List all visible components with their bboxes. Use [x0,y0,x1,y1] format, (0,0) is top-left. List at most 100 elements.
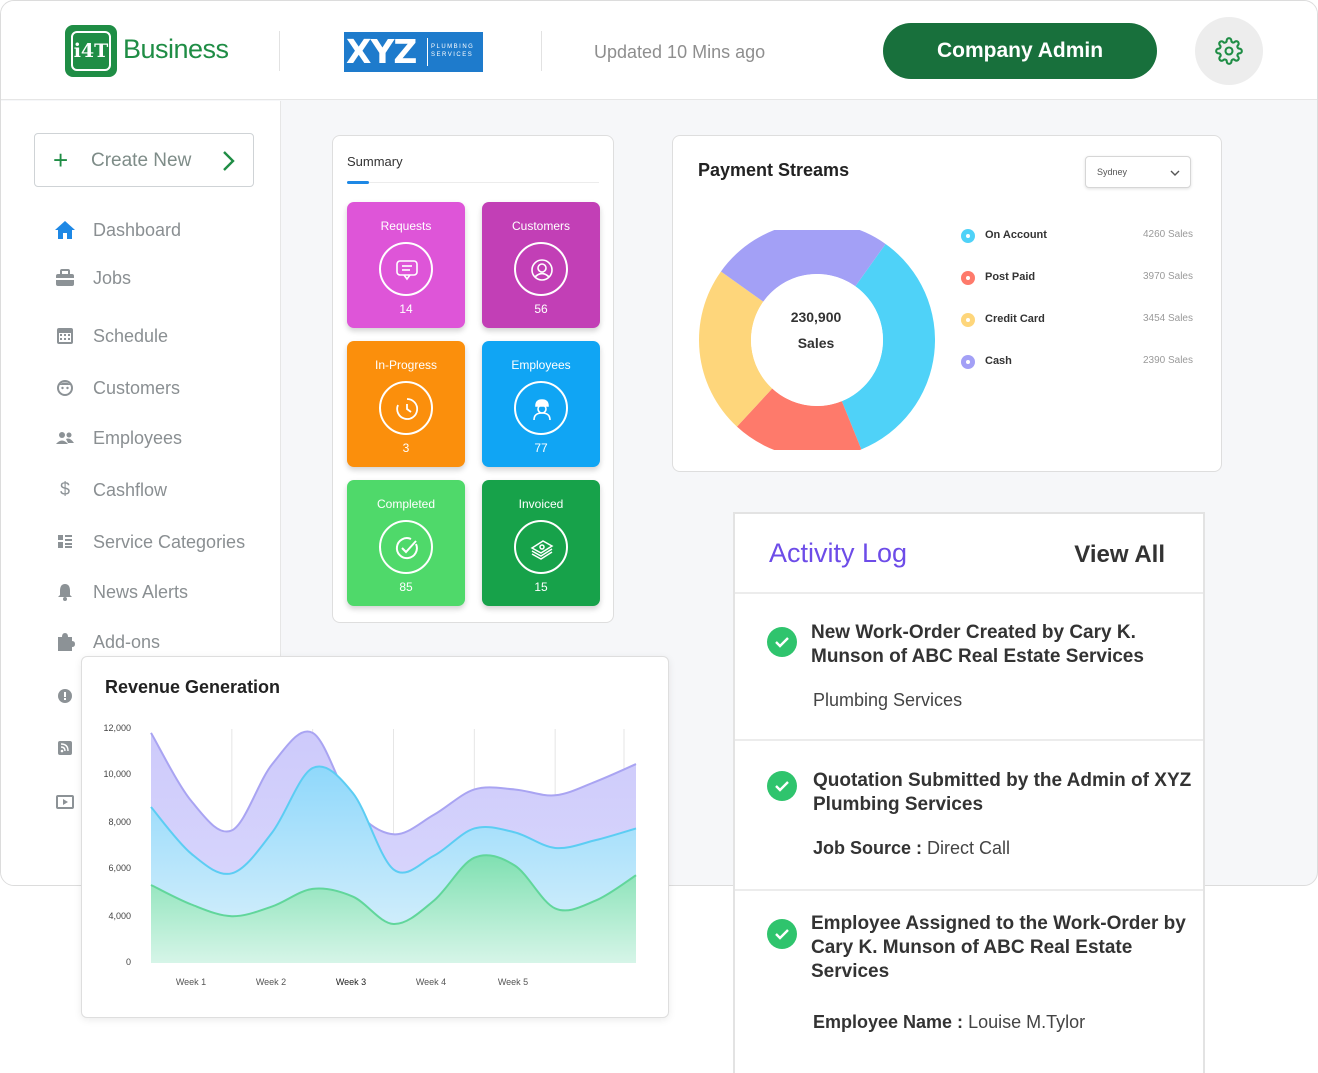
y-tick-label: 10,000 [103,769,131,779]
activity-detail-label: Job Source : [813,838,923,858]
tile-value: 15 [534,580,548,594]
activity-log-title: Activity Log [769,538,908,568]
legend-value: 2390 Sales [1142,355,1193,366]
chevron-down-icon [1170,170,1180,176]
sidebar-item-label: Customers [93,378,181,398]
tile-label: Requests [380,219,432,233]
list-icon [53,531,77,553]
sidebar-item-jobs[interactable]: Jobs [53,263,273,293]
tile-customers[interactable]: Customers 56 [482,202,600,328]
location-select[interactable]: Sydney [1085,156,1191,188]
activity-log-card: Activity Log View All New Work-Order Cre… [733,512,1205,1073]
y-tick-label: 8,000 [108,817,131,827]
tile-value: 77 [534,441,548,455]
check-circle-icon [767,771,797,801]
series-line-3 [150,854,637,926]
payment-streams-card: Payment Streams Sydney 230,900 Sales On … [672,135,1222,472]
sidebar-item-rss[interactable] [53,733,273,763]
legend-swatch [961,313,975,327]
payment-donut-chart [699,222,935,458]
chat-icon [379,242,433,296]
sidebar-item-add-ons[interactable]: Add-ons [53,627,273,657]
activity-detail-value: Direct Call [922,838,1011,858]
user-icon [514,242,568,296]
sidebar-item-customers[interactable]: Customers [53,373,273,403]
tile-completed[interactable]: Completed 85 [347,480,465,606]
donut-slice-on-account[interactable] [841,243,935,450]
briefcase-icon [53,267,77,289]
tile-label: In-Progress [374,358,438,372]
settings-button[interactable] [1195,17,1263,85]
check-circle-icon [767,919,797,949]
partner-logo: XYZ PLUMBING SERVICES [344,32,483,72]
worker-icon [514,381,568,435]
check-circle-icon [767,627,797,657]
legend-value: 4260 Sales [1142,229,1193,240]
x-tick-label: Week 3 [336,977,366,987]
video-icon [53,791,77,813]
revenue-area-chart: 12,000 10,000 8,000 6,000 4,000 0 Week 1 Week 2… [103,723,637,987]
tile-value: 3 [402,441,410,455]
tile-value: 85 [399,580,413,594]
y-tick-label: 12,000 [103,723,131,733]
puzzle-icon [53,631,77,653]
series-line-1 [150,730,637,836]
view-all-link[interactable]: View All [1074,541,1165,568]
activity-detail: Plumbing Services [813,690,962,711]
sidebar-item-schedule[interactable]: Schedule [53,321,273,351]
sidebar-item-dashboard[interactable]: Dashboard [53,215,273,245]
sidebar-item-label: Jobs [93,268,132,288]
revenue-generation-card: Revenue Generation 12,000 10,000 8,000 6,00… [81,656,669,1018]
sidebar-item-alerts[interactable] [53,681,273,711]
tile-label: Employees [511,358,571,372]
legend-item: Credit Card 3454 Sales [961,310,1193,330]
people-icon [53,427,77,449]
legend-swatch [961,271,975,285]
donut-slice-credit-card[interactable] [699,271,773,427]
legend-item: On Account 4260 Sales [961,226,1193,246]
tile-label: Invoiced [518,497,564,511]
tile-label: Customers [511,219,570,233]
last-updated-text: Updated 10 Mins ago [594,42,766,62]
create-new-button[interactable]: + Create New [34,133,254,187]
tile-label: Completed [376,497,436,511]
tile-in-progress[interactable]: In-Progress 3 [347,341,465,467]
donut-center-label: 230,900 Sales [756,304,876,356]
sidebar-item-cashflow[interactable]: $ Cashflow [53,475,273,505]
face-icon [53,377,77,399]
sidebar-item-news-alerts[interactable]: News Alerts [53,577,273,607]
sidebar-item-label: Schedule [93,326,169,346]
x-tick-label: Week 2 [256,977,286,987]
donut-slice-cash[interactable] [720,222,886,302]
tile-employees[interactable]: Employees 77 [482,341,600,467]
header-divider [541,31,542,71]
top-header: i4T Business XYZ PLUMBING SERVICES Updat… [1,1,1317,100]
money-icon [514,520,568,574]
activity-detail: Employee Name : Louise M.Tylor [813,1012,1085,1033]
legend-name: Credit Card [985,313,1045,325]
sidebar-item-label: Employees [93,428,183,448]
summary-title: Summary [347,154,403,169]
calendar-icon [53,325,77,347]
gear-icon [1215,37,1243,65]
y-tick-label: 6,000 [108,863,131,873]
sidebar-item-service-categories[interactable]: Service Categories [53,527,273,557]
sidebar-item-video[interactable] [53,787,273,817]
tile-invoiced[interactable]: Invoiced 15 [482,480,600,606]
activity-headline: Quotation Submitted by the Admin of XYZ … [813,770,1192,815]
check-icon [379,520,433,574]
tile-requests[interactable]: Requests 14 [347,202,465,328]
rss-icon [53,737,77,759]
summary-tab-indicator [347,181,369,184]
sidebar-item-label: Dashboard [93,220,182,240]
company-admin-button[interactable]: Company Admin [883,23,1157,79]
summary-card: Summary Requests 14 Customers 56 In-Prog… [332,135,614,623]
donut-slice-post-paid[interactable] [736,388,862,458]
app-logo-icon[interactable]: i4T [65,25,117,77]
legend-value: 3454 Sales [1142,313,1193,324]
y-tick-label: 0 [126,957,131,967]
plus-icon: + [53,145,69,175]
sidebar-item-employees[interactable]: Employees [53,423,273,453]
legend-swatch [961,355,975,369]
legend-item: Post Paid 3970 Sales [961,268,1193,288]
